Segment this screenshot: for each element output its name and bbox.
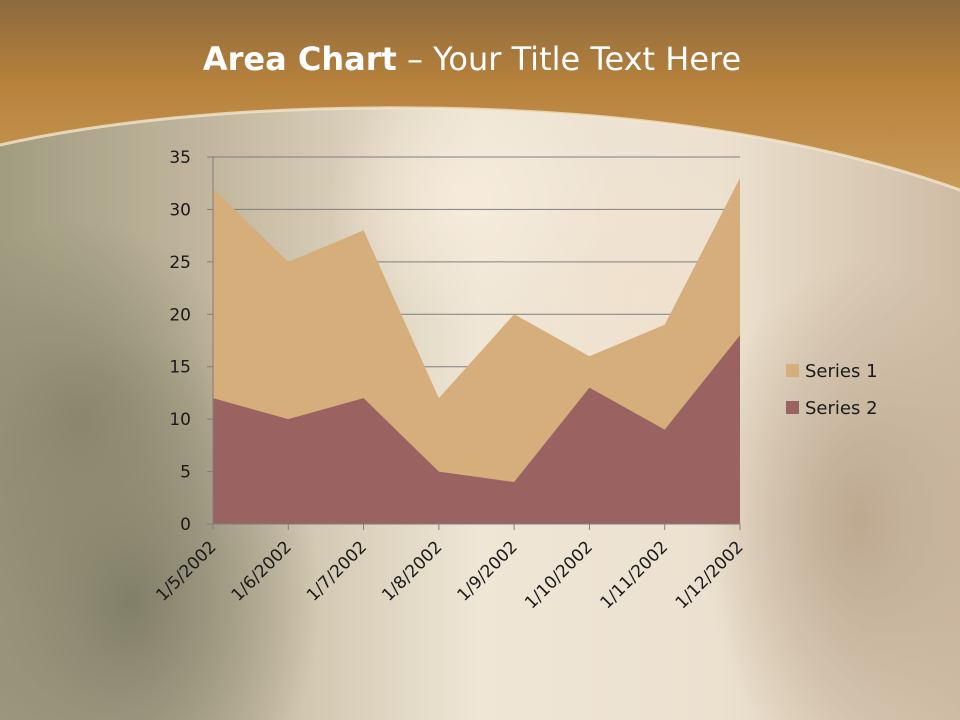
x-tick-label: 1/12/2002 — [672, 537, 748, 613]
y-tick-label: 35 — [169, 148, 191, 168]
x-tick-label: 1/7/2002 — [303, 537, 371, 605]
series-area-2 — [213, 335, 740, 524]
y-tick-label: 10 — [169, 410, 191, 430]
legend-label-1: Series 1 — [805, 361, 878, 382]
y-tick-label: 20 — [169, 305, 191, 325]
y-tick-label: 5 — [180, 463, 191, 483]
y-tick-label: 25 — [169, 253, 191, 273]
x-tick-label: 1/5/2002 — [152, 537, 220, 605]
x-tick-label: 1/6/2002 — [228, 537, 296, 605]
x-tick-label: 1/9/2002 — [454, 537, 522, 605]
title-bold: Area Chart — [202, 40, 397, 78]
legend-swatch-1 — [786, 364, 799, 377]
slide-title: Area Chart – Your Title Text Here — [0, 40, 944, 78]
x-tick-label: 1/8/2002 — [378, 537, 446, 605]
title-rest: – Your Title Text Here — [396, 40, 742, 78]
y-tick-label: 30 — [169, 200, 191, 220]
y-tick-label: 0 — [180, 515, 191, 535]
legend-swatch-2 — [786, 401, 799, 414]
legend-label-2: Series 2 — [805, 398, 878, 419]
x-tick-label: 1/11/2002 — [596, 537, 672, 613]
x-tick-label: 1/10/2002 — [521, 537, 597, 613]
header-band — [0, 0, 960, 192]
y-tick-label: 15 — [169, 358, 191, 378]
